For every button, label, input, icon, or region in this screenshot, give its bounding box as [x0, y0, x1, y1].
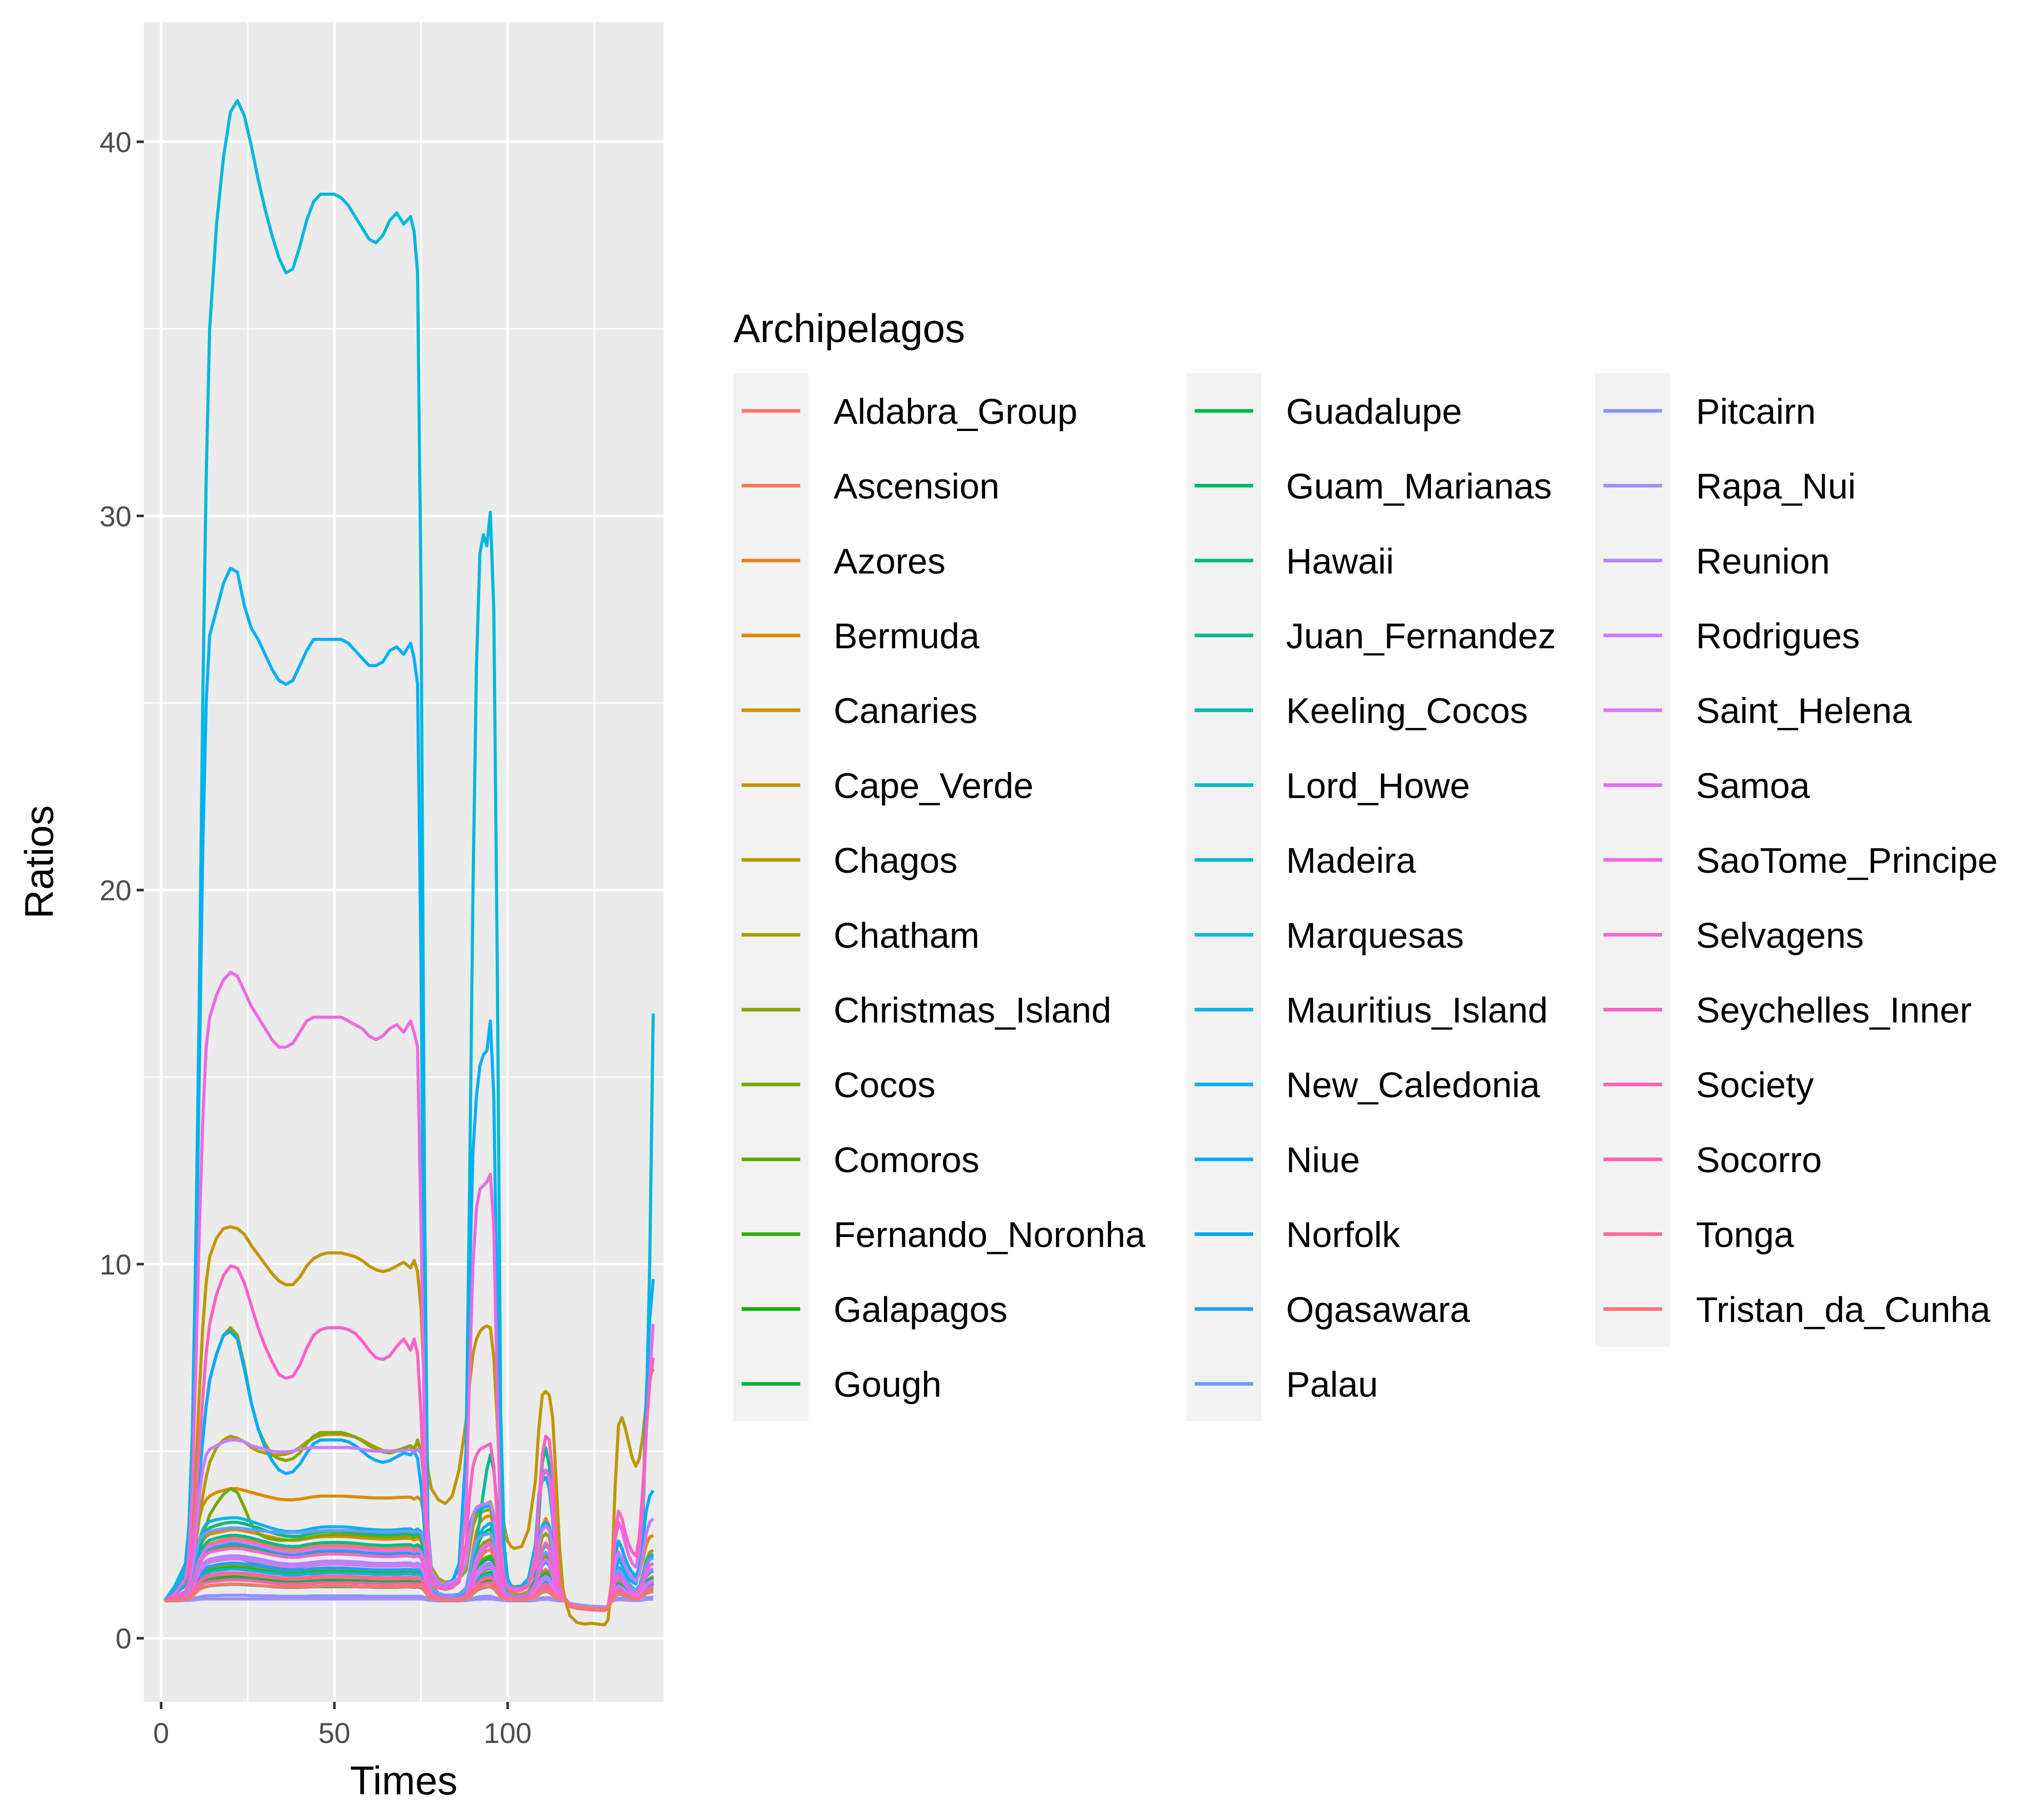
series-lines [163, 99, 655, 1626]
legend-label: Canaries [834, 691, 977, 731]
legend-label: Niue [1286, 1140, 1360, 1180]
legend-label: Pitcairn [1696, 391, 1816, 431]
series-line-tristan-da-cunha [164, 1582, 654, 1611]
legend-label: Juan_Fernandez [1286, 616, 1556, 656]
legend-label: Samoa [1696, 765, 1810, 805]
legend-label: Seychelles_Inner [1696, 990, 1972, 1030]
legend-label: Cape_Verde [834, 765, 1033, 805]
legend-label: Reunion [1696, 541, 1830, 581]
legend-label: Fernando_Noronha [834, 1215, 1145, 1255]
y-axis-title: Ratios [16, 805, 62, 918]
legend-title: Archipelagos [733, 306, 965, 351]
legend-label: Tristan_da_Cunha [1696, 1289, 1990, 1329]
legend-label: Ascension [834, 466, 999, 506]
legend-label: Socorro [1696, 1140, 1822, 1180]
panel-background [144, 22, 664, 1702]
legend-label: SaoTome_Principe [1696, 840, 1998, 880]
legend-label: Aldabra_Group [834, 391, 1078, 431]
legend-label: New_Caledonia [1286, 1065, 1540, 1105]
y-tick-label: 10 [100, 1248, 131, 1281]
legend-label: Tonga [1696, 1215, 1794, 1255]
legend-label: Guadalupe [1286, 391, 1462, 431]
y-tick-label: 40 [100, 126, 131, 158]
grid-major [144, 22, 664, 1702]
legend-label: Chagos [834, 840, 957, 880]
legend: Archipelagos Aldabra_Group Ascension Azore… [733, 306, 1998, 1421]
legend-label: Cocos [834, 1065, 935, 1105]
x-tick-label: 0 [153, 1717, 169, 1749]
y-axis: 0 10 20 30 40 [100, 126, 144, 1655]
legend-label: Marquesas [1286, 915, 1464, 955]
legend-key-background [733, 373, 808, 1421]
legend-label: Society [1696, 1065, 1814, 1105]
x-tick-label: 50 [318, 1717, 350, 1749]
legend-label: Bermuda [834, 616, 979, 656]
legend-label: Palau [1286, 1364, 1378, 1404]
legend-label: Chatham [834, 915, 979, 955]
legend-label: Azores [834, 541, 946, 581]
legend-label: Keeling_Cocos [1286, 691, 1528, 731]
legend-label: Guam_Marianas [1286, 466, 1552, 506]
legend-label: Norfolk [1286, 1215, 1401, 1255]
x-axis: 0 50 100 [153, 1702, 532, 1749]
legend-label: Hawaii [1286, 541, 1394, 581]
x-tick-label: 100 [484, 1717, 532, 1749]
legend-label: Rodrigues [1696, 616, 1860, 656]
legend-label: Saint_Helena [1696, 691, 1912, 731]
y-tick-label: 30 [100, 500, 131, 532]
legend-label: Rapa_Nui [1696, 466, 1856, 506]
legend-label: Selvagens [1696, 915, 1864, 955]
y-tick-label: 0 [116, 1622, 131, 1655]
series-line-cape-verde [163, 1225, 655, 1626]
x-axis-title: Times [350, 1758, 457, 1803]
legend-label: Lord_Howe [1286, 765, 1470, 805]
legend-key-background [1186, 373, 1261, 1421]
y-tick-label: 20 [100, 874, 131, 907]
legend-label: Comoros [834, 1140, 979, 1180]
legend-label: Gough [834, 1364, 941, 1404]
legend-label: Ogasawara [1286, 1289, 1470, 1329]
legend-label: Christmas_Island [834, 990, 1111, 1030]
legend-label: Madeira [1286, 840, 1416, 880]
legend-label: Mauritius_Island [1286, 990, 1548, 1030]
legend-label: Galapagos [834, 1289, 1008, 1329]
